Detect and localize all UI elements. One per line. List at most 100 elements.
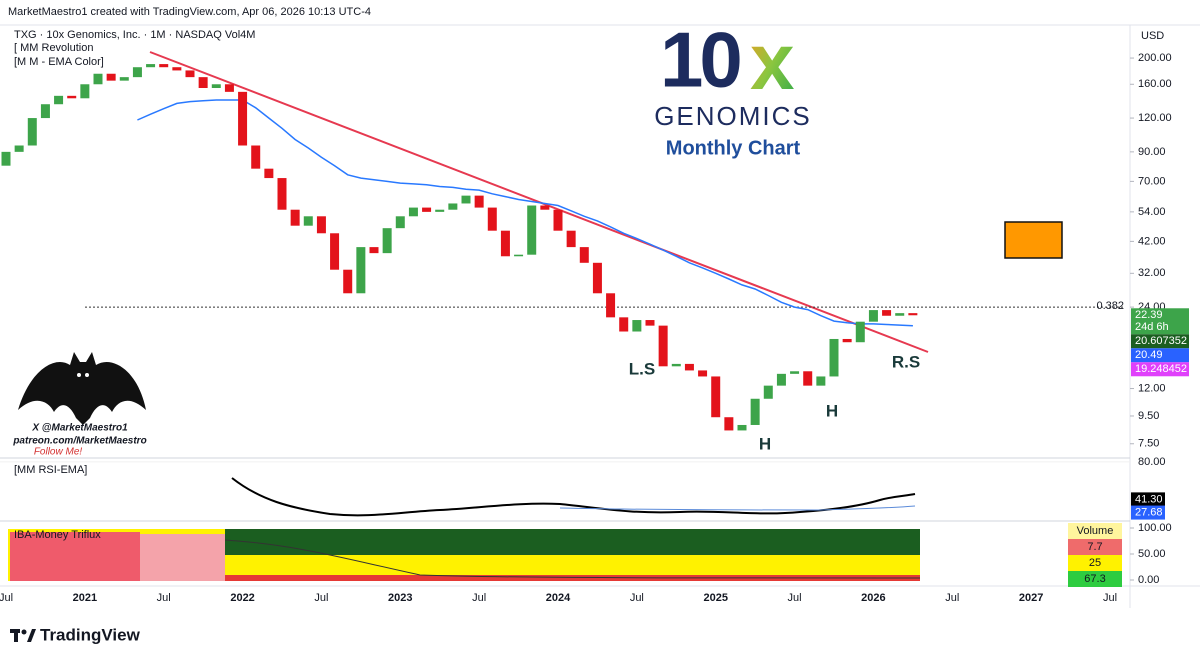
candle-body <box>698 370 708 377</box>
candle-body <box>27 118 37 146</box>
candle-body <box>1 151 11 166</box>
x-tick-label: Jul <box>314 592 328 604</box>
candle-body <box>14 145 24 152</box>
logo-number: 10 <box>660 16 740 104</box>
x-tick-label: Jul <box>1103 592 1117 604</box>
value-label-box <box>1131 505 1165 520</box>
candle-body <box>487 207 497 231</box>
x-tick-label: 2022 <box>230 592 254 604</box>
money-flow-columns <box>8 529 921 581</box>
candle-body <box>172 67 182 71</box>
x-tick-label: 2026 <box>861 592 885 604</box>
table-header: Volume <box>1077 525 1114 537</box>
candle-body <box>684 363 694 371</box>
drawn-rectangle <box>1004 221 1063 259</box>
candle-body <box>868 310 878 322</box>
logo-name: GENOMICS <box>654 101 812 131</box>
price-pane: 200.00 160.00 120.00 90.00 70.00 54.00 42.00 32… <box>1 52 1189 450</box>
price-label-box <box>1131 362 1189 377</box>
candle-body <box>395 216 405 229</box>
candle-body <box>829 338 839 377</box>
candle-body <box>119 77 129 81</box>
candle-body <box>527 205 537 255</box>
price-label: 20.49 <box>1135 349 1163 361</box>
candle-body <box>198 77 208 88</box>
candle-body <box>579 247 589 263</box>
candle-body <box>855 321 865 343</box>
candle-body <box>606 293 616 318</box>
symbol-legend: TXG · 10x Genomics, Inc. · 1M · NASDAQ V… <box>14 29 255 41</box>
candle-body <box>763 385 773 399</box>
candle-body <box>343 269 353 294</box>
candle-body <box>251 145 261 169</box>
y-tick-label: 54.00 <box>1138 206 1166 218</box>
table-value: 7.7 <box>1087 541 1102 553</box>
candle-body <box>776 373 786 386</box>
x-tick-label: Jul <box>472 592 486 604</box>
annotation: H <box>759 434 771 453</box>
candle-body <box>540 205 550 210</box>
candle-body <box>632 320 642 332</box>
y-tick-label: 32.00 <box>1138 267 1166 279</box>
candle-body <box>711 376 721 418</box>
annotation: R.S <box>892 352 920 371</box>
candle-body <box>514 254 524 257</box>
price-label: 19.248452 <box>1135 363 1187 375</box>
x-tick-label: 2027 <box>1019 592 1043 604</box>
x-tick-label: 2025 <box>703 592 727 604</box>
x-tick-label: 2024 <box>546 592 571 604</box>
candle-body <box>238 91 248 146</box>
credit: MarketMaestro1 created with TradingView.… <box>8 6 371 18</box>
candle-body <box>224 84 234 92</box>
x-tick-label: Jul <box>157 592 171 604</box>
candle-body <box>592 262 602 294</box>
logo-mark: x <box>750 17 795 106</box>
candle-body <box>185 70 195 78</box>
candle-body <box>737 424 747 431</box>
candle-body <box>474 195 484 208</box>
candle-body <box>724 417 734 431</box>
candle-body <box>67 95 77 99</box>
candle-body <box>750 398 760 425</box>
table-value: 67.3 <box>1084 573 1105 585</box>
candle-body <box>422 207 432 212</box>
candle-body <box>290 209 300 226</box>
y-tick-label: 200.00 <box>1138 52 1172 64</box>
price-label: 22.39 <box>1135 309 1163 321</box>
candle-body <box>369 247 379 254</box>
candle-body <box>80 84 90 99</box>
candle-body <box>553 209 563 231</box>
candle-body <box>54 95 64 105</box>
y-tick-label: 0.00 <box>1138 574 1159 586</box>
price-label: 20.607352 <box>1135 335 1187 347</box>
price-label-box <box>1131 348 1189 363</box>
x-tick-label: Jul <box>788 592 802 604</box>
frame <box>0 24 1200 608</box>
candle-body <box>566 230 576 248</box>
candle-body <box>303 216 313 226</box>
value-label-box <box>1131 492 1165 507</box>
countdown: 24d 6h <box>1135 321 1169 333</box>
value-label: 41.30 <box>1135 493 1163 505</box>
candle-body <box>908 313 918 316</box>
candle-body <box>816 376 826 386</box>
watermark-text: Follow Me! <box>34 447 83 458</box>
chart-subtitle: Monthly Chart <box>666 137 801 159</box>
candle-body <box>658 325 668 367</box>
candle-body <box>882 310 892 316</box>
x-tick-label: 2021 <box>73 592 97 604</box>
money-flow-title: IBA-Money Triflux <box>14 529 101 541</box>
y-tick-label: 50.00 <box>1138 548 1166 560</box>
candle-body <box>619 317 629 332</box>
ema-line <box>137 99 913 327</box>
y-tick-label: 160.00 <box>1138 78 1172 90</box>
y-tick-label: 80.00 <box>1138 456 1166 468</box>
candle-body <box>146 64 156 68</box>
annotation: L.S <box>629 359 655 378</box>
x-tick-label: Jul <box>630 592 644 604</box>
y-tick-label: 120.00 <box>1138 112 1172 124</box>
candle-body <box>93 73 103 85</box>
y-tick-label: 70.00 <box>1138 175 1166 187</box>
currency: USD <box>1141 30 1164 42</box>
